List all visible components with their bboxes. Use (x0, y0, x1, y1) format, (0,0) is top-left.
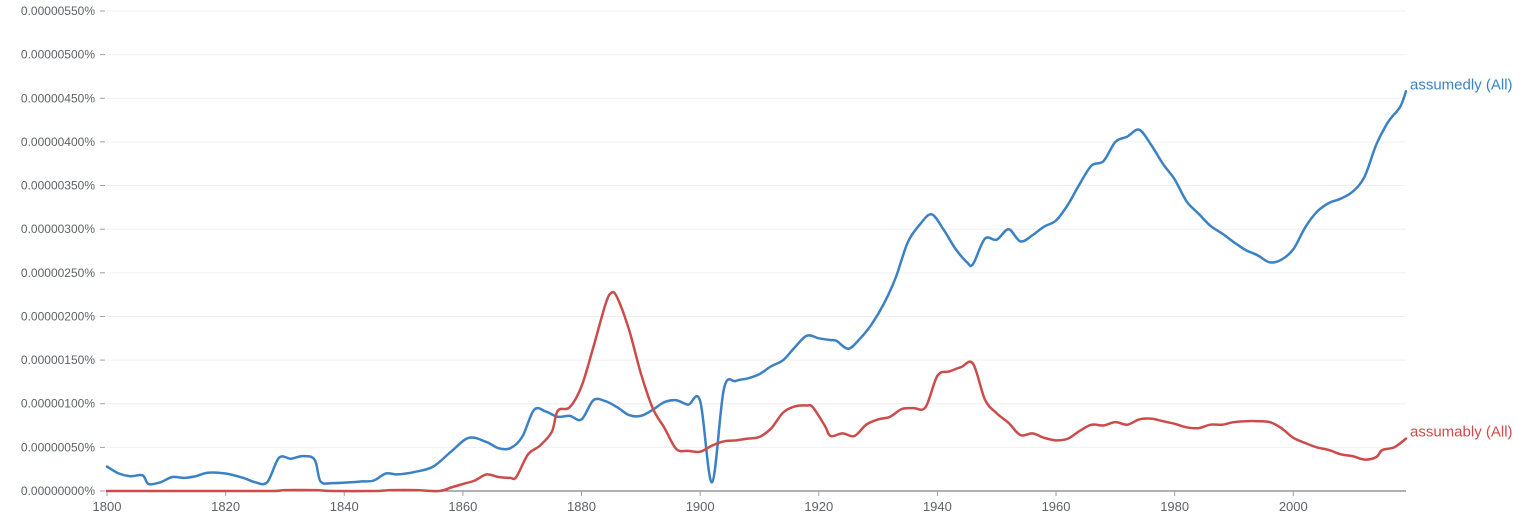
gridlines (107, 10, 1406, 448)
x-tick-label: 1820 (211, 499, 240, 514)
y-axis: 0.00000000% 0.00000050% 0.00000100% 0.00000… (21, 4, 105, 498)
series-labels: assumedly (All) assumably (All) (1410, 76, 1513, 440)
y-tick-label: 0.00000200% (21, 309, 95, 323)
x-tick-label: 1880 (567, 499, 596, 514)
x-tick-label: 1940 (923, 499, 952, 514)
series-label-assumably: assumably (All) (1410, 424, 1513, 441)
x-tick-label: 1900 (686, 499, 715, 514)
x-axis: 1800 1820 1840 1860 1880 1900 1920 1940 1960 1980… (93, 490, 1406, 514)
x-tick-label: 1960 (1042, 499, 1071, 514)
series-label-assumedly: assumedly (All) (1410, 76, 1513, 93)
y-tick-label: 0.00000000% (21, 484, 95, 498)
y-tick-label: 0.00000500% (21, 48, 95, 62)
y-tick-label: 0.00000250% (21, 266, 95, 280)
x-tick-label: 1840 (330, 499, 359, 514)
y-tick-label: 0.00000550% (21, 4, 95, 18)
y-tick-label: 0.00000150% (21, 353, 95, 367)
series-line-assumedly (105, 90, 1408, 486)
series-group (105, 90, 1408, 493)
y-tick-label: 0.00000050% (21, 440, 95, 454)
x-tick-label: 2000 (1279, 499, 1308, 514)
y-tick-label: 0.00000400% (21, 135, 95, 149)
x-tick-label: 1980 (1160, 499, 1189, 514)
y-tick-label: 0.00000300% (21, 222, 95, 236)
x-tick-label: 1860 (448, 499, 477, 514)
x-tick-label: 1920 (804, 499, 833, 514)
series-line-assumably (105, 290, 1408, 493)
y-tick-label: 0.00000100% (21, 397, 95, 411)
x-tick-label: 1800 (93, 499, 122, 514)
y-tick-label: 0.00000350% (21, 179, 95, 193)
y-tick-label: 0.00000450% (21, 91, 95, 105)
